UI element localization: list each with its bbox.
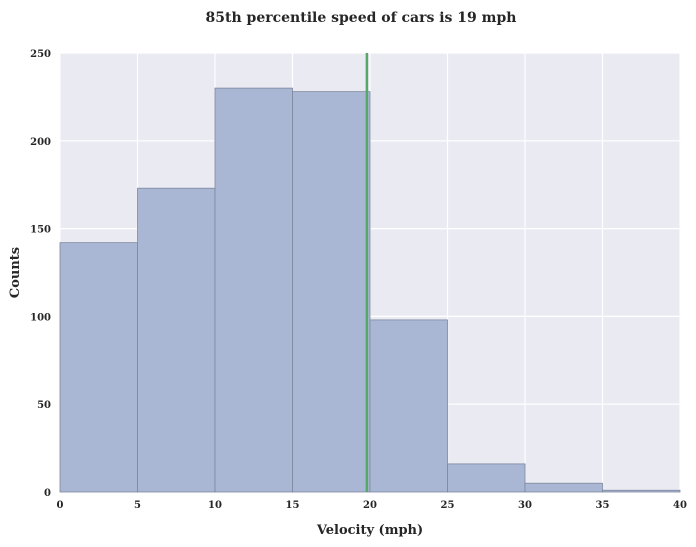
x-tick-label: 0 — [57, 500, 64, 511]
x-tick-label: 35 — [596, 500, 610, 511]
histogram-bar — [447, 463, 526, 493]
y-axis-label: Counts — [8, 247, 23, 298]
histogram-bar — [59, 242, 138, 493]
y-tick-label: 50 — [37, 400, 51, 411]
x-tick-label: 25 — [441, 500, 455, 511]
histogram-bar — [214, 87, 293, 493]
histogram-bar — [369, 319, 448, 493]
x-axis-label: Velocity (mph) — [316, 523, 423, 538]
histogram-bar — [602, 489, 681, 493]
x-tick-label: 15 — [286, 500, 300, 511]
y-tick-label: 150 — [30, 225, 51, 236]
chart-title: 85th percentile speed of cars is 19 mph — [206, 10, 517, 26]
x-tick-label: 10 — [208, 500, 222, 511]
y-tick-labels: 0 50 100 150 200 250 — [30, 49, 51, 499]
y-tick-label: 250 — [30, 49, 51, 60]
histogram-bar — [292, 91, 371, 493]
x-tick-label: 20 — [363, 500, 377, 511]
x-tick-labels: 0 5 10 15 20 25 30 35 40 — [57, 500, 687, 511]
y-tick-label: 0 — [44, 488, 51, 499]
histogram-bar — [524, 482, 603, 493]
y-tick-label: 100 — [30, 312, 51, 323]
y-tick-label: 200 — [30, 137, 51, 148]
histogram-bar — [137, 187, 216, 493]
histogram-bars — [59, 87, 681, 493]
x-tick-label: 40 — [673, 500, 687, 511]
x-tick-label: 5 — [134, 500, 141, 511]
x-tick-label: 30 — [518, 500, 532, 511]
